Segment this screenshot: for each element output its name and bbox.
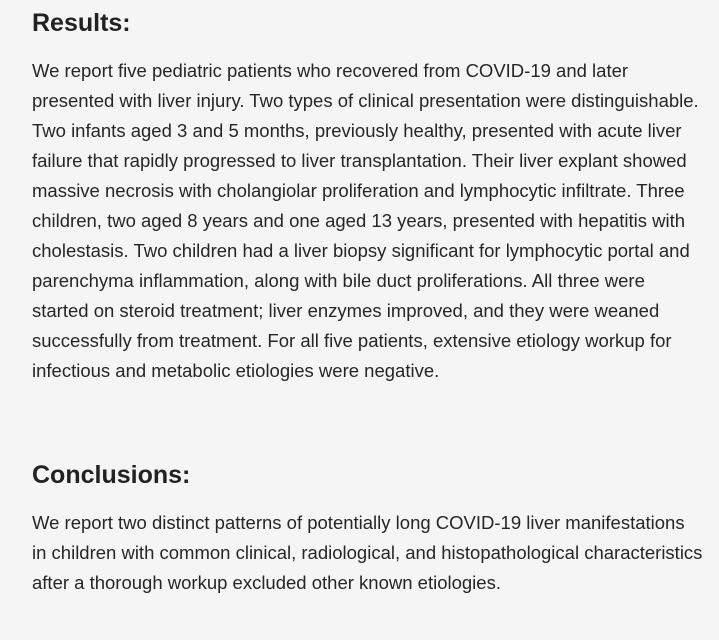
results-section: Results: We report five pediatric patien… xyxy=(32,8,704,386)
results-heading: Results: xyxy=(32,9,131,37)
conclusions-heading: Conclusions: xyxy=(32,461,191,489)
conclusions-paragraph: We report two distinct patterns of poten… xyxy=(32,512,703,593)
results-paragraph: We report five pediatric patients who re… xyxy=(32,60,699,381)
conclusions-section: Conclusions: We report two distinct patt… xyxy=(32,460,704,598)
